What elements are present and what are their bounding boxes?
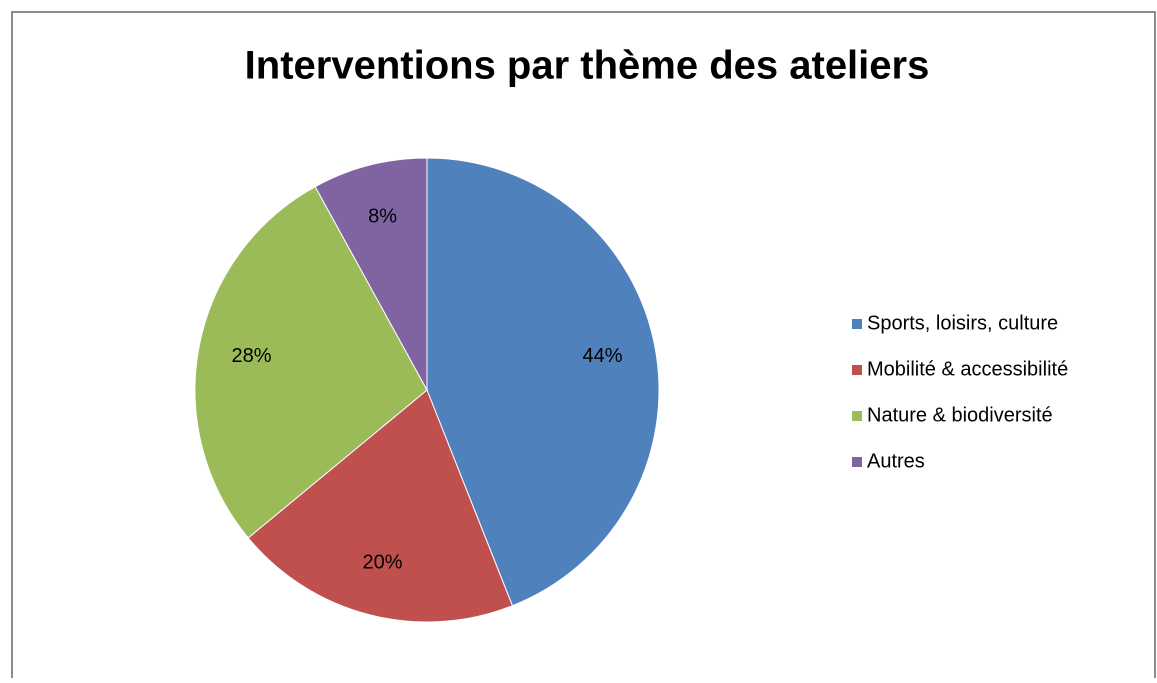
legend-swatch <box>852 319 862 329</box>
legend-label: Autres <box>867 450 925 472</box>
chart-title: Interventions par thème des ateliers <box>245 44 930 88</box>
pie-slice <box>426 157 660 607</box>
pie-slice <box>194 186 428 539</box>
legend-swatch <box>852 457 862 467</box>
pie-slice <box>314 157 428 391</box>
data-label: 44% <box>582 345 622 367</box>
legend-label: Mobilité & accessibilité <box>867 358 1068 380</box>
data-label: 28% <box>232 345 272 367</box>
legend-label: Nature & biodiversité <box>867 404 1053 426</box>
legend-label: Sports, loisirs, culture <box>867 312 1058 334</box>
legend-swatch <box>852 365 862 375</box>
data-label: 20% <box>363 551 403 573</box>
data-label: 8% <box>368 205 397 227</box>
pie-slice <box>247 389 514 623</box>
legend-swatch <box>852 411 862 421</box>
